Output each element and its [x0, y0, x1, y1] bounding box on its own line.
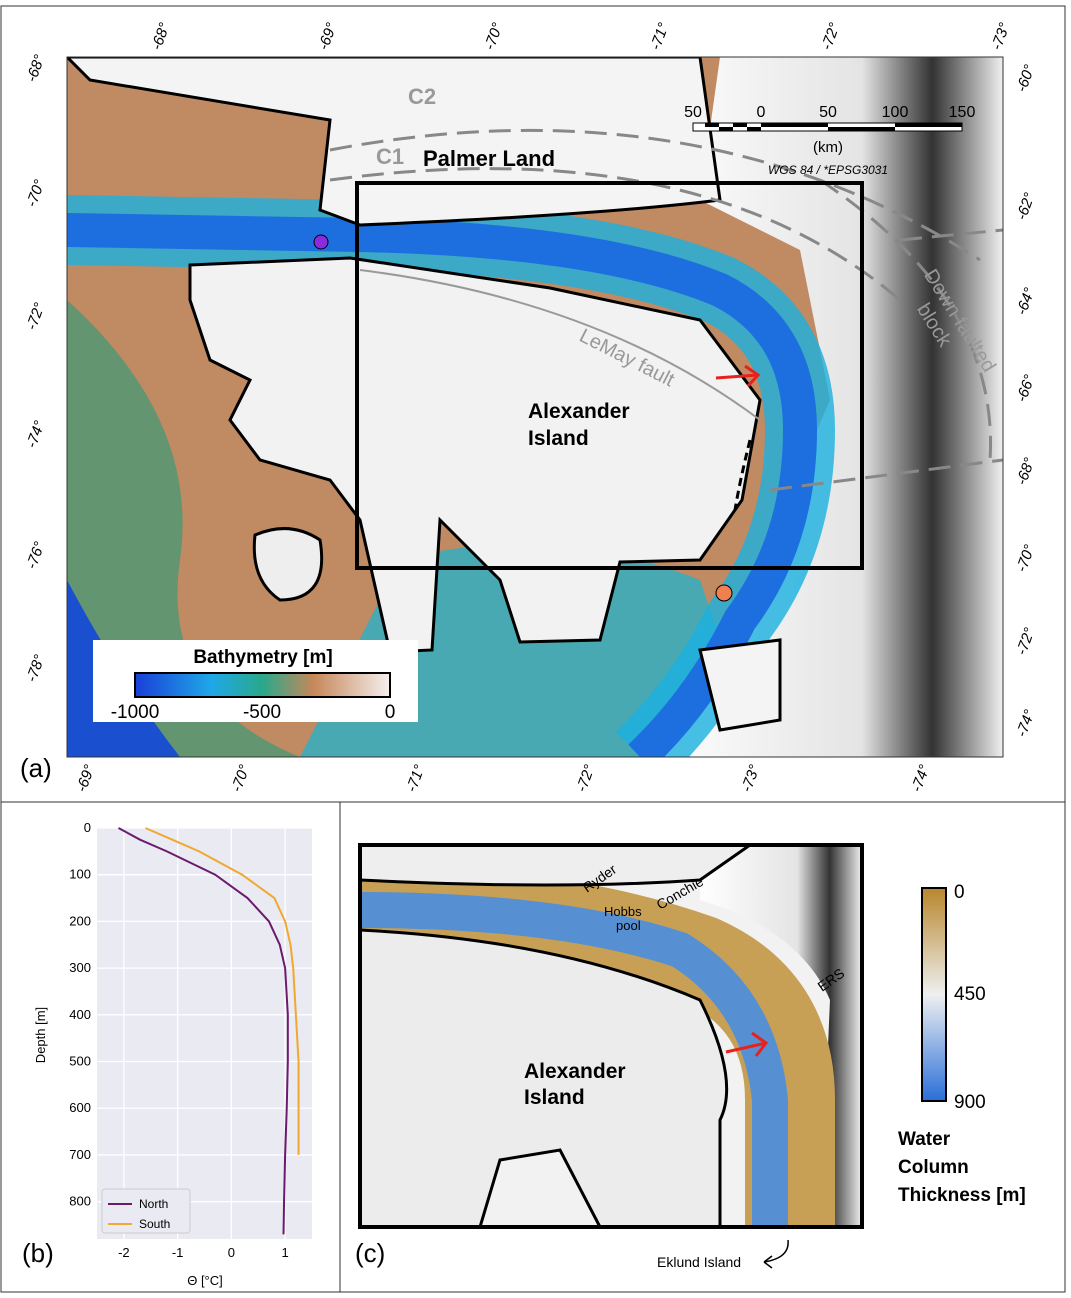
scale-tick-label: 50 — [819, 104, 837, 121]
lon-label: -70° — [481, 21, 506, 53]
x-axis-title: Θ [°C] — [187, 1273, 223, 1288]
lon-label: -74° — [908, 763, 933, 795]
scale-tick-label: 0 — [757, 104, 766, 121]
lat-label: -76° — [23, 540, 48, 572]
lat-label: -60° — [1013, 63, 1038, 95]
legend: North South — [102, 1189, 190, 1233]
lat-label: -64° — [1013, 286, 1038, 318]
x-tick-label: 0 — [228, 1245, 235, 1260]
panel-label: (c) — [355, 1238, 385, 1268]
colorbar-title: Column — [898, 1157, 969, 1178]
y-tick-label: 800 — [69, 1194, 91, 1209]
y-tick-label: 600 — [69, 1100, 91, 1115]
lon-label: -72° — [818, 21, 843, 53]
lon-label: -72° — [573, 763, 598, 795]
colorbar-title: Thickness [m] — [898, 1185, 1026, 1206]
colorbar-tick-label: -500 — [243, 702, 281, 723]
y-tick-label: 100 — [69, 867, 91, 882]
panel-label: (b) — [22, 1238, 54, 1268]
y-tick-label: 300 — [69, 960, 91, 975]
y-tick-label: 700 — [69, 1147, 91, 1162]
colorbar-title: Bathymetry [m] — [193, 647, 332, 668]
lon-label: -68° — [148, 21, 173, 53]
x-tick-label: 1 — [282, 1245, 289, 1260]
lat-label: -72° — [1013, 626, 1038, 658]
scale-unit: (km) — [813, 139, 843, 156]
lat-label: -68° — [1013, 456, 1038, 488]
y-tick-label: 0 — [84, 820, 91, 835]
scale-tick-label: 100 — [882, 104, 909, 121]
panel-label: (a) — [20, 753, 52, 783]
colorbar-tick-label: 900 — [954, 1092, 986, 1113]
lat-label: -66° — [1013, 373, 1038, 405]
lat-label: -62° — [1013, 191, 1038, 223]
lon-label: -70° — [228, 763, 253, 795]
map-c — [360, 845, 862, 1227]
legend-label: North — [139, 1197, 168, 1211]
lon-label: -71° — [403, 763, 428, 795]
scale-tick-label: 50 — [684, 104, 702, 121]
place-label: Island — [524, 1086, 585, 1109]
colorbar-tick-label: 0 — [385, 702, 396, 723]
lat-label: -68° — [23, 53, 48, 85]
x-tick-label: -1 — [172, 1245, 184, 1260]
lat-label: -74° — [23, 419, 48, 451]
lon-label: -73° — [738, 763, 763, 795]
lon-label: -71° — [647, 21, 672, 53]
lat-label: -74° — [1013, 708, 1038, 740]
x-tick-label: -2 — [118, 1245, 130, 1260]
colorbar-c — [922, 888, 946, 1101]
pointer — [764, 1240, 788, 1268]
lon-label: -69° — [315, 21, 340, 53]
y-tick-label: 200 — [69, 913, 91, 928]
colorbar-title: Water — [898, 1129, 951, 1150]
feature-label: C1 — [376, 144, 404, 169]
place-label: Eklund Island — [657, 1254, 741, 1270]
projection: WGS 84 / *EPSG3031 — [768, 163, 888, 177]
lat-label: -78° — [23, 653, 48, 685]
place-label: pool — [616, 918, 641, 933]
colorbar-tick-label: 450 — [954, 984, 986, 1005]
lon-label: -69° — [73, 763, 98, 795]
figure: C2 C1 Palmer Land LeMay fault Down fault… — [0, 0, 1071, 1293]
feature-label: Palmer Land — [423, 146, 555, 171]
y-axis-title: Depth [m] — [33, 1007, 48, 1063]
lon-label: -73° — [988, 21, 1013, 53]
colorbar-tick-label: 0 — [954, 882, 965, 903]
lat-label: -72° — [23, 301, 48, 333]
feature-label: C2 — [408, 84, 436, 109]
scale-bar — [693, 123, 962, 131]
lat-label: -70° — [23, 178, 48, 210]
feature-label: Alexander — [528, 400, 630, 423]
lat-label: -70° — [1013, 543, 1038, 575]
colorbar-tick-label: -1000 — [111, 702, 160, 723]
feature-label: Island — [528, 427, 589, 450]
plot-area — [97, 828, 312, 1239]
place-label: Alexander — [524, 1060, 626, 1083]
scale-tick-label: 150 — [949, 104, 976, 121]
y-tick-label: 400 — [69, 1007, 91, 1022]
legend-label: South — [139, 1217, 170, 1231]
y-tick-label: 500 — [69, 1054, 91, 1069]
place-label: Hobbs — [604, 904, 642, 919]
